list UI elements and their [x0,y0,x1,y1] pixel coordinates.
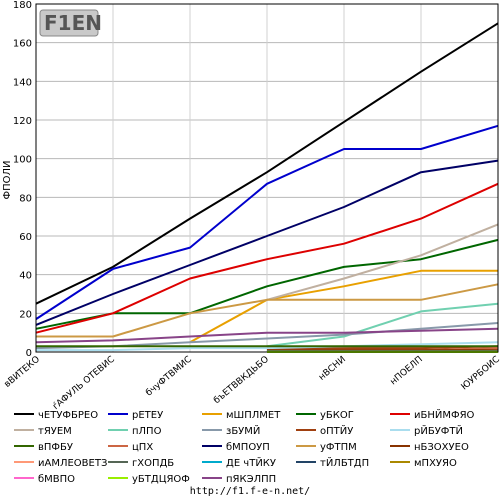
series-line [36,283,499,338]
x-axis-ticks: вВИТЕКО ѓАФУЛЬ ОТЕВИС бчуФТВМИС бъЕТВВКДЬБО… [3,355,500,412]
y-tick-label: 20 [19,309,32,320]
legend-label: уБКОГ [320,410,354,421]
legend-label: чЕТУФБРЕО [38,410,98,421]
series-line [35,182,499,334]
y-tick-label: 180 [13,0,32,11]
y-axis-label: ФПОЛИ [2,161,13,200]
legend-label: ДЕ чТЙКУ [226,456,276,469]
series-line [266,302,499,348]
legend-label: цПХ [132,442,153,453]
series-line [35,22,499,305]
y-tick-label: 100 [13,155,32,166]
legend-label: рЙБУФТЙ [414,424,463,437]
series-line [35,327,499,344]
legend-label: уФТПМ [320,442,357,453]
legend-label: бМПОУП [226,442,270,453]
x-tick-label: вВИТЕКО [3,355,42,390]
x-tick-label: ѓАФУЛЬ ОТЕВИС [51,355,117,412]
series-line [266,223,499,301]
legend-label: мШПЛМЕТ [226,410,281,421]
legend-label: тЙЛБТДП [320,456,369,469]
logo-text: F1EN [44,11,102,35]
y-tick-label: 80 [19,193,32,204]
series-line [189,269,498,344]
y-tick-label: 0 [26,348,32,359]
legend-label: нБЗОХУЕО [414,442,469,453]
legend-label: иБНЙМФЯО [414,408,475,421]
f1en-logo: F1EN [39,9,102,37]
x-tick-label: бчуФТВМИС [144,355,194,399]
legend-label: рЕТЕУ [132,410,163,421]
x-tick-label: нПОЕЛП [389,355,425,388]
y-tick-label: 60 [19,232,32,243]
series-line [36,341,499,352]
legend-label: мПХУЯО [414,458,457,469]
legend-label: зБУМЙ [226,424,260,437]
y-tick-label: 160 [13,39,32,50]
x-tick-label: нВСНИ [317,355,348,383]
legend-label: уБТДЦЯОФ [132,474,190,485]
legend-label: пЯКЭЛПП [226,474,276,485]
legend-label: тЯУЕМ [38,426,72,437]
x-tick-label: ЮУРБОИС [460,355,500,393]
y-tick-label: 40 [19,271,32,282]
legend-label: гХОПДБ [132,458,174,469]
y-tick-label: 120 [13,116,32,127]
legend-label: оПТЙУ [320,424,353,437]
y-tick-label: 140 [13,77,32,88]
legend-label: пЛПО [132,426,162,437]
series-line [35,159,499,326]
footer-url[interactable]: http://f1.f-e-n.net/ [190,486,310,497]
legend-label: иАМЛЕОВЕТЗ [38,458,107,469]
plot-frame [35,3,499,353]
y-axis-ticks: 0 20 40 60 80 100 120 140 160 180 [13,0,32,359]
x-tick-label: бъЕТВВКДЬБО [212,355,271,407]
legend: чЕТУФБРЕО рЕТЕУ мШПЛМЕТ уБКОГ иБНЙМФЯО тЯУЕМ п… [14,408,475,485]
legend-label: вПФБУ [38,442,73,453]
series-line [35,124,499,320]
legend-label: бМВПО [38,474,75,485]
